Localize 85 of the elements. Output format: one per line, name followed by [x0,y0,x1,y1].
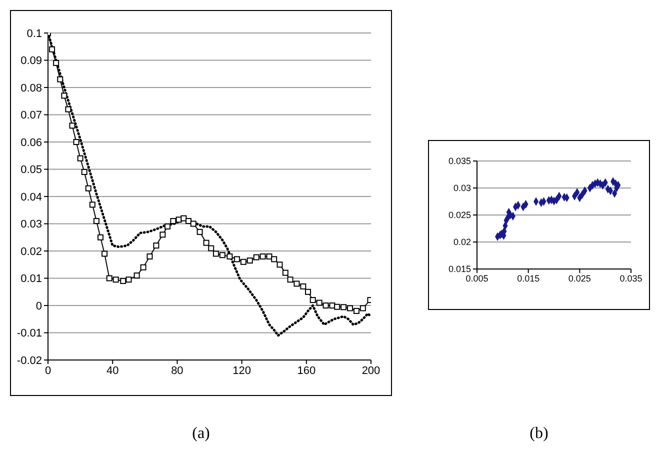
x-tick-label: 0.025 [568,273,591,284]
point [61,92,68,99]
x-tick-label: 160 [297,364,316,377]
point [322,302,329,308]
point [112,276,119,283]
point [310,297,316,304]
x-tick-label: 40 [106,364,119,377]
y-tick-label: 0 [36,300,42,312]
y-tick-label: -0.02 [16,354,42,367]
point [120,278,126,284]
point [212,250,219,257]
point [300,283,306,290]
y-tick-label: -0.01 [16,328,42,340]
point [140,264,146,270]
x-tick-label: 0.035 [620,273,642,284]
point [134,272,140,279]
point [153,242,160,249]
y-tick-label: 0.04 [20,191,42,204]
point [294,280,300,287]
point [353,308,360,314]
x-tick-label: 0 [44,364,52,377]
point [93,218,100,224]
point [316,300,322,306]
y-tick-label: 0.09 [20,55,42,68]
point [53,60,60,66]
y-tick-label: 0.02 [20,246,42,258]
point [260,253,266,260]
x-tick-label: 200 [362,364,380,377]
point [77,155,84,162]
point [164,223,171,230]
y-tick-label: 0.025 [448,210,471,220]
y-tick-label: 0.03 [453,183,471,194]
y-tick-label: 0.02 [453,237,471,248]
y-tick-label: 0.07 [20,110,42,122]
y-tick-label: 0.015 [448,264,471,274]
point [160,232,166,238]
point [276,262,283,268]
point [253,254,260,260]
point [85,185,92,192]
point [234,256,240,262]
y-tick-label: 0.035 [448,156,471,166]
point [180,215,187,222]
point [170,218,176,224]
x-tick-label: 80 [171,364,184,377]
point [340,304,347,310]
point [81,168,88,175]
point [226,253,233,260]
point [190,220,196,227]
text: (a) [191,425,211,443]
point [305,288,312,295]
y-tick-label: 0.08 [20,82,42,94]
text: (b) [528,425,550,443]
point [65,106,72,112]
point [347,305,354,312]
point [360,305,366,312]
y-tick-label: 0.03 [20,218,42,231]
point [57,76,64,82]
x-tick-label: 0.015 [517,273,540,284]
point [219,252,226,258]
point [49,46,56,52]
point [69,122,76,129]
y-tick-label: 0.06 [20,136,42,149]
point [282,270,288,276]
point [73,139,80,145]
point [246,258,253,264]
point [271,256,278,262]
point [186,218,192,224]
point [334,304,340,310]
point [97,234,104,240]
point [102,250,108,257]
point [203,240,210,246]
point [89,202,96,208]
x-tick-label: 120 [232,364,251,377]
point [287,276,294,283]
y-tick-label: 0.1 [26,28,42,40]
point [146,253,153,260]
point [329,302,336,308]
point [196,228,203,235]
point [208,245,214,252]
x-tick-label: 0.005 [466,273,488,284]
y-tick-label: 0.05 [20,164,42,176]
point [240,258,246,265]
y-tick-label: 0.01 [20,273,42,286]
point [126,276,132,283]
point [106,275,112,282]
